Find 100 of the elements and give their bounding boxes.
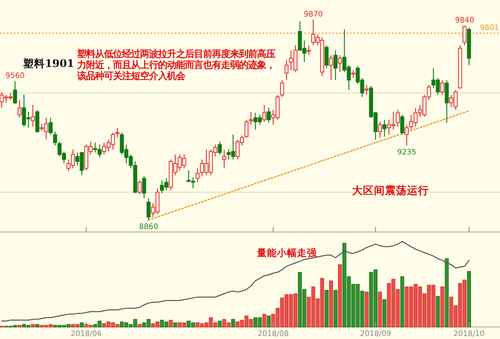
bar: [364, 292, 369, 328]
candlestick: [333, 50, 338, 80]
candlestick: [244, 119, 248, 138]
candlestick: [293, 44, 298, 73]
candlestick: [280, 80, 284, 98]
bar: [404, 286, 409, 328]
bar: [231, 319, 236, 328]
bar: [164, 322, 168, 328]
candlestick: [266, 107, 271, 124]
bar: [30, 324, 35, 328]
candlestick: [382, 119, 386, 138]
candlestick: [164, 178, 168, 191]
candlestick: [13, 80, 18, 104]
bar: [329, 280, 333, 328]
candlestick: [70, 149, 75, 169]
bar: [248, 319, 253, 328]
candlestick: [0, 92, 4, 108]
candlestick: [30, 104, 35, 128]
candlestick: [58, 141, 62, 157]
bar: [378, 292, 382, 328]
bar: [311, 286, 316, 328]
bar: [222, 319, 226, 328]
candlestick: [35, 109, 40, 134]
bar: [382, 299, 386, 328]
bar: [236, 322, 240, 328]
bar: [440, 286, 444, 328]
candlestick: [329, 54, 334, 80]
candlestick: [444, 80, 449, 124]
candlestick: [400, 114, 404, 136]
bar: [218, 320, 222, 328]
bar: [334, 290, 338, 328]
bar: [142, 322, 146, 328]
candlestick: [324, 44, 329, 69]
candlestick: [396, 109, 400, 128]
candlestick: [306, 44, 311, 56]
candlestick: [44, 117, 48, 140]
bar: [369, 272, 374, 328]
candlestick: [436, 78, 440, 96]
candlestick: [84, 144, 88, 171]
candlestick: [409, 114, 414, 130]
bar: [133, 319, 138, 328]
bar: [262, 314, 266, 328]
candlestick: [226, 149, 231, 160]
candlestick: [155, 188, 160, 214]
bar: [93, 324, 98, 328]
candlestick: [378, 121, 382, 138]
bar: [400, 276, 404, 328]
bar: [115, 324, 120, 328]
candlestick: [262, 104, 266, 122]
bar: [102, 323, 106, 328]
candlestick: [391, 111, 396, 130]
candlestick: [115, 127, 120, 138]
bar: [186, 320, 191, 328]
bar: [138, 324, 142, 328]
bar: [35, 324, 40, 328]
candlestick: [258, 114, 262, 126]
candlestick: [48, 117, 53, 136]
candlestick: [222, 149, 226, 169]
candlestick: [284, 60, 289, 80]
candlestick: [338, 54, 342, 73]
candlestick: [449, 94, 454, 108]
candlestick: [80, 152, 84, 176]
candlestick: [196, 168, 200, 183]
bar: [266, 316, 271, 328]
bar: [124, 322, 128, 328]
candlestick: [110, 132, 115, 150]
bar: [258, 317, 262, 328]
candlestick: [462, 25, 467, 46]
candlestick: [364, 84, 369, 96]
candlestick: [404, 124, 409, 146]
candlestick: [93, 142, 98, 153]
bar: [467, 271, 471, 328]
bar: [449, 296, 454, 328]
bar: [75, 324, 80, 328]
candlestick: [248, 111, 253, 126]
bar: [356, 284, 360, 328]
bar: [178, 322, 182, 328]
candlestick: [146, 198, 151, 220]
candlestick: [53, 131, 58, 146]
candlestick: [26, 111, 30, 128]
candlestick: [138, 180, 142, 195]
candlestick: [178, 154, 182, 171]
bar: [173, 322, 178, 328]
candlestick: [186, 170, 191, 183]
candlestick: [218, 141, 222, 155]
annotation: 量能小幅走强: [256, 247, 318, 259]
annotation: 大区间震荡运行: [352, 184, 429, 197]
bar: [293, 293, 298, 328]
bar: [436, 296, 440, 328]
candlestick: [440, 80, 444, 96]
candlestick: [311, 19, 316, 46]
bar: [338, 264, 342, 328]
bar: [168, 320, 173, 328]
candlestick: [102, 142, 106, 155]
candlestick: [236, 139, 240, 160]
annotation: 塑料从低位经过两波拉升之后目前再度来到前高压力附近，而且从上行的动能而言也有走弱的迹象，该品种可关注短空介入机会: [76, 49, 275, 82]
bar: [324, 290, 329, 328]
candlestick: [18, 99, 22, 118]
text: 塑料1901: [22, 57, 74, 70]
candlestick: [142, 176, 146, 199]
